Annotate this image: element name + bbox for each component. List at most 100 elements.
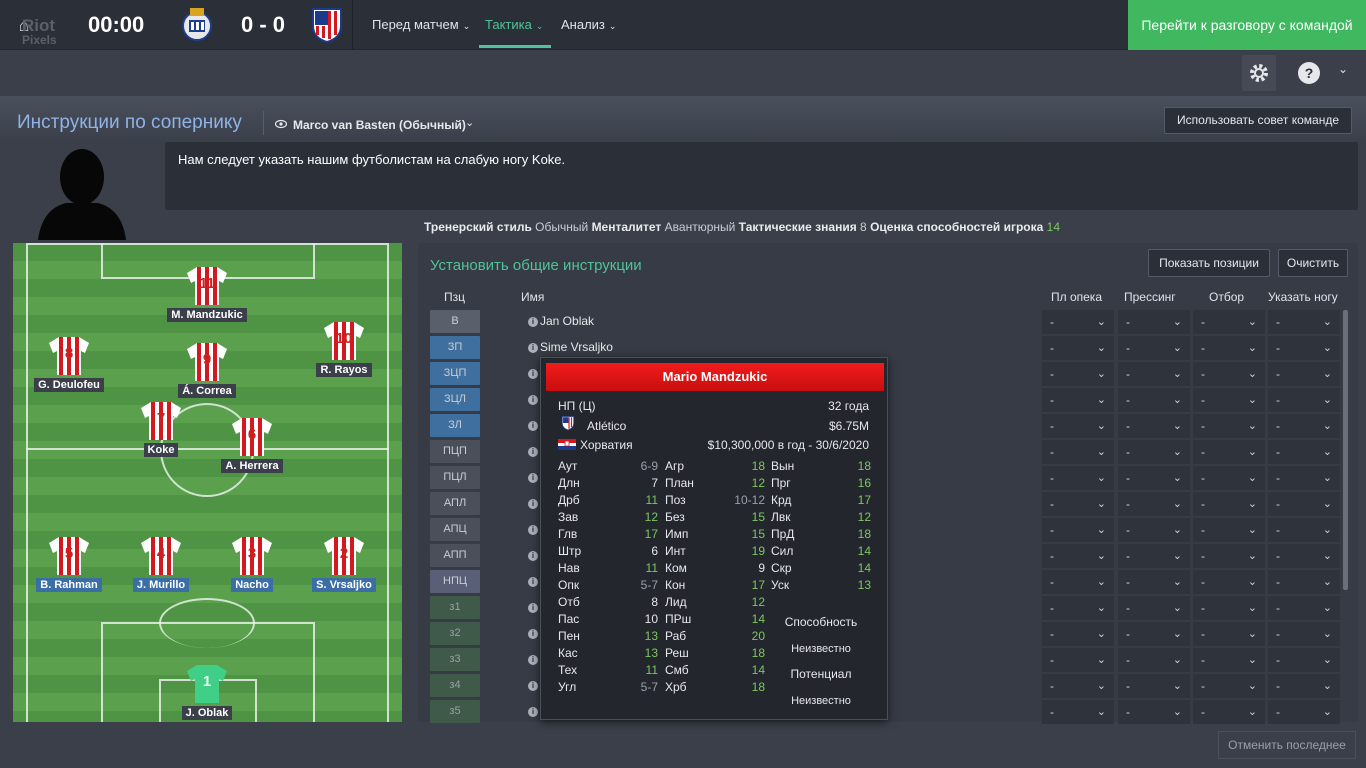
col-header-foot[interactable]: Указать ногу	[1268, 290, 1338, 304]
foot-dropdown[interactable]: - ⌄	[1268, 310, 1340, 334]
col-header-tackling[interactable]: Отбор	[1209, 290, 1245, 304]
player-name-cell[interactable]: i	[528, 392, 540, 406]
marking-dropdown[interactable]: - ⌄	[1042, 622, 1114, 646]
tackling-dropdown[interactable]: - ⌄	[1193, 674, 1265, 698]
show-positions-button[interactable]: Показать позиции	[1148, 249, 1270, 277]
table-row[interactable]: АПЛ i - ⌄ - ⌄ - ⌄ - ⌄	[430, 491, 1350, 517]
tackling-dropdown[interactable]: - ⌄	[1193, 466, 1265, 490]
foot-dropdown[interactable]: - ⌄	[1268, 674, 1340, 698]
table-row[interactable]: АПП i - ⌄ - ⌄ - ⌄ - ⌄	[430, 543, 1350, 569]
tackling-dropdown[interactable]: - ⌄	[1193, 362, 1265, 386]
tackling-dropdown[interactable]: - ⌄	[1193, 544, 1265, 568]
pitch-player[interactable]: 11 M. Mandzukic	[167, 265, 247, 325]
pressing-dropdown[interactable]: - ⌄	[1118, 388, 1190, 412]
nav-pre-match[interactable]: Перед матчем ⌄	[372, 0, 470, 50]
col-header-marking[interactable]: Пл опека	[1051, 290, 1102, 304]
player-name-cell[interactable]: i	[528, 600, 540, 614]
foot-dropdown[interactable]: - ⌄	[1268, 596, 1340, 620]
player-name-cell[interactable]: i	[528, 444, 540, 458]
foot-dropdown[interactable]: - ⌄	[1268, 622, 1340, 646]
foot-dropdown[interactable]: - ⌄	[1268, 518, 1340, 542]
nav-tactics[interactable]: Тактика ⌄	[485, 0, 543, 50]
marking-dropdown[interactable]: - ⌄	[1042, 310, 1114, 334]
table-row[interactable]: з5 i - ⌄ - ⌄ - ⌄ - ⌄	[430, 699, 1350, 725]
scrollbar[interactable]	[1343, 310, 1348, 590]
player-name-cell[interactable]: i	[528, 548, 540, 562]
marking-dropdown[interactable]: - ⌄	[1042, 492, 1114, 516]
player-name-cell[interactable]: i Jan Oblak	[528, 314, 594, 328]
pitch-player[interactable]: 7 Koke	[121, 400, 201, 460]
info-icon[interactable]: i	[528, 577, 538, 587]
pitch-player[interactable]: 5 B. Rahman	[29, 535, 109, 595]
pitch-player[interactable]: 4 J. Murillo	[121, 535, 201, 595]
marking-dropdown[interactable]: - ⌄	[1042, 648, 1114, 672]
player-name-cell[interactable]: i	[528, 496, 540, 510]
info-icon[interactable]: i	[528, 421, 538, 431]
marking-dropdown[interactable]: - ⌄	[1042, 544, 1114, 568]
tackling-dropdown[interactable]: - ⌄	[1193, 414, 1265, 438]
pressing-dropdown[interactable]: - ⌄	[1118, 596, 1190, 620]
table-row[interactable]: ПЦЛ i - ⌄ - ⌄ - ⌄ - ⌄	[430, 465, 1350, 491]
team-talk-button[interactable]: Перейти к разговору с командой	[1128, 0, 1366, 50]
table-row[interactable]: з2 i - ⌄ - ⌄ - ⌄ - ⌄	[430, 621, 1350, 647]
chevron-down-icon[interactable]: ⌄	[465, 117, 475, 129]
marking-dropdown[interactable]: - ⌄	[1042, 388, 1114, 412]
settings-button[interactable]	[1242, 55, 1276, 91]
marking-dropdown[interactable]: - ⌄	[1042, 466, 1114, 490]
marking-dropdown[interactable]: - ⌄	[1042, 700, 1114, 724]
home-icon[interactable]: ⌂	[18, 15, 30, 35]
marking-dropdown[interactable]: - ⌄	[1042, 596, 1114, 620]
foot-dropdown[interactable]: - ⌄	[1268, 700, 1340, 724]
pressing-dropdown[interactable]: - ⌄	[1118, 466, 1190, 490]
pressing-dropdown[interactable]: - ⌄	[1118, 648, 1190, 672]
coach-selector[interactable]: Marco van Basten (Обычный)	[293, 118, 466, 132]
player-name-cell[interactable]: i	[528, 574, 540, 588]
nav-analysis[interactable]: Анализ ⌄	[561, 0, 616, 50]
pressing-dropdown[interactable]: - ⌄	[1118, 518, 1190, 542]
table-row[interactable]: НПЦ i - ⌄ - ⌄ - ⌄ - ⌄	[430, 569, 1350, 595]
col-header-name[interactable]: Имя	[521, 290, 545, 304]
marking-dropdown[interactable]: - ⌄	[1042, 570, 1114, 594]
pressing-dropdown[interactable]: - ⌄	[1118, 700, 1190, 724]
player-name-cell[interactable]: i	[528, 678, 540, 692]
chevron-down-icon[interactable]: ⌄	[1338, 62, 1349, 76]
marking-dropdown[interactable]: - ⌄	[1042, 362, 1114, 386]
marking-dropdown[interactable]: - ⌄	[1042, 518, 1114, 542]
clear-button[interactable]: Очистить	[1278, 249, 1348, 277]
pressing-dropdown[interactable]: - ⌄	[1118, 362, 1190, 386]
info-icon[interactable]: i	[528, 707, 538, 717]
player-name-cell[interactable]: i	[528, 470, 540, 484]
tackling-dropdown[interactable]: - ⌄	[1193, 336, 1265, 360]
table-row[interactable]: з3 i - ⌄ - ⌄ - ⌄ - ⌄	[430, 647, 1350, 673]
info-icon[interactable]: i	[528, 317, 538, 327]
pressing-dropdown[interactable]: - ⌄	[1118, 414, 1190, 438]
table-row[interactable]: ЗЦЛ i - ⌄ - ⌄ - ⌄ - ⌄	[430, 387, 1350, 413]
marking-dropdown[interactable]: - ⌄	[1042, 440, 1114, 464]
pressing-dropdown[interactable]: - ⌄	[1118, 492, 1190, 516]
pressing-dropdown[interactable]: - ⌄	[1118, 570, 1190, 594]
table-row[interactable]: з1 i - ⌄ - ⌄ - ⌄ - ⌄	[430, 595, 1350, 621]
tackling-dropdown[interactable]: - ⌄	[1193, 440, 1265, 464]
tackling-dropdown[interactable]: - ⌄	[1193, 596, 1265, 620]
info-icon[interactable]: i	[528, 525, 538, 535]
tackling-dropdown[interactable]: - ⌄	[1193, 518, 1265, 542]
pressing-dropdown[interactable]: - ⌄	[1118, 310, 1190, 334]
marking-dropdown[interactable]: - ⌄	[1042, 336, 1114, 360]
info-icon[interactable]: i	[528, 681, 538, 691]
table-row[interactable]: АПЦ i - ⌄ - ⌄ - ⌄ - ⌄	[430, 517, 1350, 543]
pressing-dropdown[interactable]: - ⌄	[1118, 622, 1190, 646]
player-name-cell[interactable]: i	[528, 366, 540, 380]
info-icon[interactable]: i	[528, 369, 538, 379]
help-icon[interactable]: ?	[1298, 62, 1320, 84]
col-header-pos[interactable]: Пзц	[444, 290, 465, 304]
foot-dropdown[interactable]: - ⌄	[1268, 362, 1340, 386]
foot-dropdown[interactable]: - ⌄	[1268, 414, 1340, 438]
info-icon[interactable]: i	[528, 395, 538, 405]
pitch-player[interactable]: 8 G. Deulofeu	[29, 335, 109, 395]
undo-button[interactable]: Отменить последнее	[1218, 731, 1356, 759]
table-row[interactable]: ЗЦП i - ⌄ - ⌄ - ⌄ - ⌄	[430, 361, 1350, 387]
pitch-player[interactable]: 6 A. Herrera	[212, 416, 292, 476]
foot-dropdown[interactable]: - ⌄	[1268, 492, 1340, 516]
info-icon[interactable]: i	[528, 629, 538, 639]
player-name-cell[interactable]: i	[528, 704, 540, 718]
